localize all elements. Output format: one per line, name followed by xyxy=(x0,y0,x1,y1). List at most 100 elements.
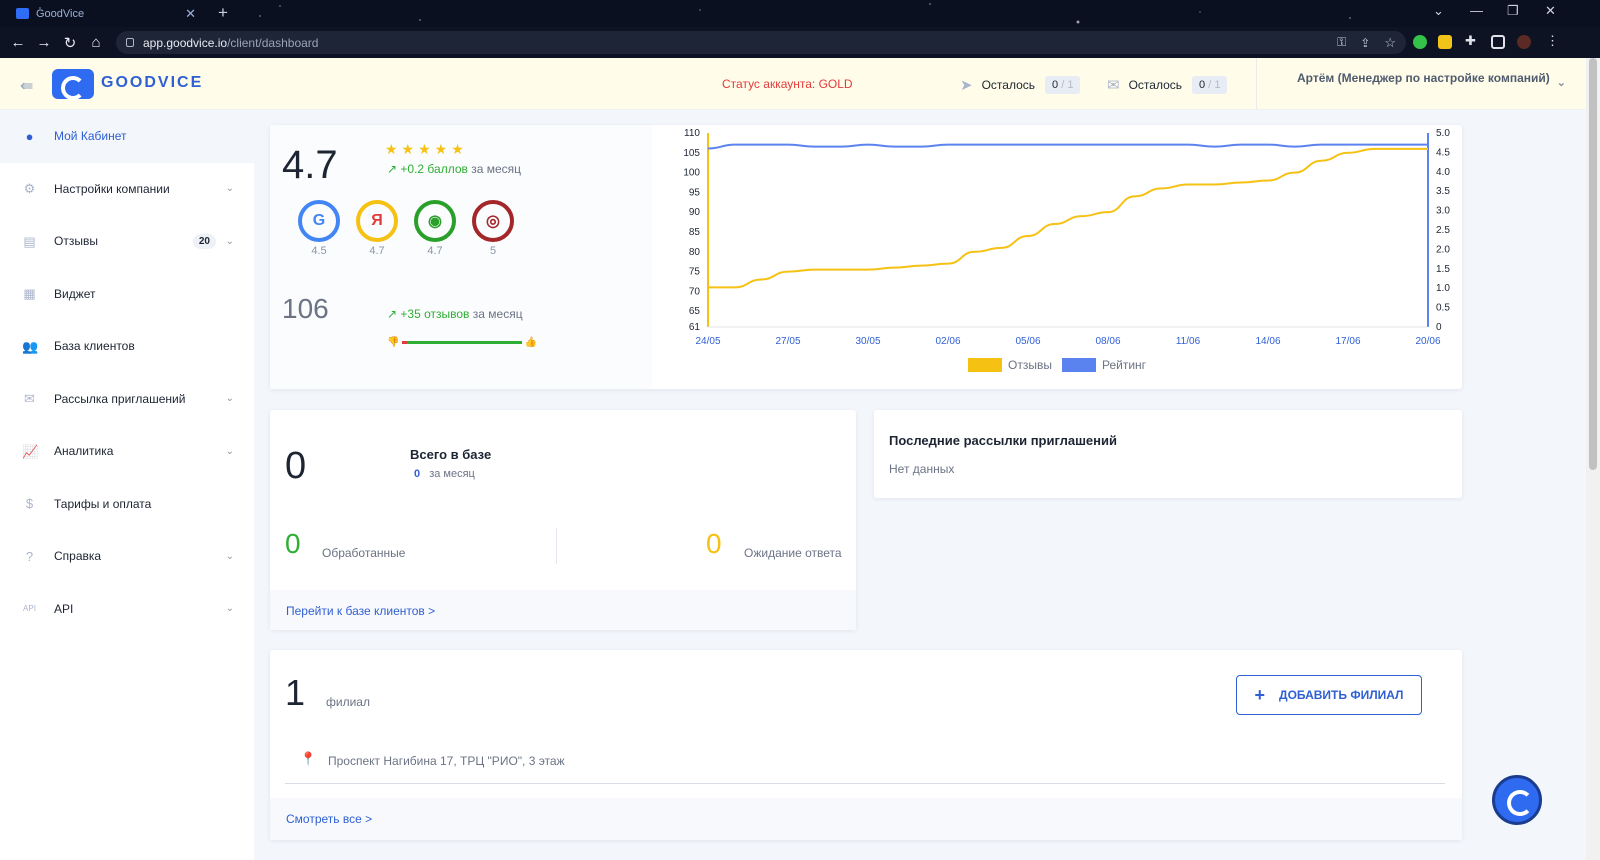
2gis-rating-icon[interactable]: ◉ xyxy=(414,200,456,242)
sidebar-item-label: Тарифы и оплата xyxy=(54,496,152,511)
page-scrollbar[interactable] xyxy=(1586,58,1600,860)
sidebar-item-clients[interactable]: 👥 База клиентов xyxy=(0,320,254,373)
email-quota-label: Осталось xyxy=(1128,78,1183,92)
waiting-value: 0 xyxy=(706,528,722,559)
y-left-tick-label: 80 xyxy=(689,247,701,258)
sms-quota-used: 0 xyxy=(1052,79,1059,91)
tab-search-icon[interactable]: ⌄ xyxy=(1433,3,1444,18)
user-circle-icon: ● xyxy=(25,128,34,144)
window-close-icon[interactable]: ✕ xyxy=(1545,3,1556,18)
support-chat-button[interactable] xyxy=(1492,775,1542,825)
key-icon[interactable]: ⚿ xyxy=(1337,35,1347,49)
target-rating-value: 5 xyxy=(489,245,497,257)
url-path: /client/dashboard xyxy=(227,35,319,50)
sidebar-item-label: Настройки компании xyxy=(54,181,170,196)
x-tick-label: 30/05 xyxy=(855,336,880,347)
go-to-clients-link[interactable]: Перейти к базе клиентов > xyxy=(286,604,436,618)
rating-delta-suffix: за месяц xyxy=(471,162,522,176)
clients-month-label: за месяц xyxy=(429,468,475,480)
clients-footer: Перейти к базе клиентов > xyxy=(270,590,856,630)
mailings-title: Последние рассылки приглашений xyxy=(889,433,1117,448)
yandex-rating-icon[interactable]: Я xyxy=(356,200,398,242)
reload-icon[interactable]: ↻ xyxy=(63,34,77,52)
sidebar-item-reviews[interactable]: ▤ Отзывы 20 ⌄ xyxy=(0,215,254,268)
sidebar-item-api[interactable]: API API ⌄ xyxy=(0,583,254,636)
home-icon[interactable]: ⌂ xyxy=(91,34,101,51)
target-rating-icon[interactable]: ◎ xyxy=(472,200,514,242)
close-tab-icon[interactable]: ✕ xyxy=(185,5,196,21)
profile-avatar-icon[interactable] xyxy=(1517,35,1531,49)
y-left-tick-label: 61 xyxy=(689,322,701,333)
sidebar-item-analytics[interactable]: 📈 Аналитика ⌄ xyxy=(0,425,254,478)
clients-total-label: Всего в базе xyxy=(410,447,492,462)
sidebar-item-company-settings[interactable]: ⚙ Настройки компании ⌄ xyxy=(0,163,254,216)
forward-icon[interactable]: → xyxy=(36,34,52,51)
reviews-delta-value: +35 отзывов xyxy=(400,307,470,321)
y-right-tick-label: 2.5 xyxy=(1436,225,1450,236)
reviews-count-badge: 20 xyxy=(192,233,216,249)
rating-delta: ↗ +0.2 баллов за месяц xyxy=(387,162,521,176)
sentiment-track xyxy=(402,340,522,344)
address-bar[interactable]: app.goodvice.io /client/dashboard ⚿ ⇪ ☆ xyxy=(116,31,1406,54)
share-icon[interactable]: ⇪ xyxy=(1360,35,1371,50)
sidebar-item-label: База клиентов xyxy=(54,339,135,354)
sidebar-item-widget[interactable]: ▦ Виджет xyxy=(0,268,254,321)
sidebar-item-mailings[interactable]: ✉ Рассылка приглашений ⌄ xyxy=(0,373,254,426)
sidebar: ● Мой Кабинет ⚙ Настройки компании ⌄ ▤ О… xyxy=(0,110,254,860)
extension-note-icon[interactable] xyxy=(1438,35,1452,49)
scrollbar-thumb[interactable] xyxy=(1589,58,1597,470)
back-icon[interactable]: ← xyxy=(10,34,26,51)
brand-name[interactable]: GOODVICE xyxy=(101,74,204,91)
chevron-down-icon: ⌄ xyxy=(1556,77,1566,89)
branches-footer: Смотреть все > xyxy=(270,798,1462,840)
bookmark-star-icon[interactable]: ☆ xyxy=(1384,34,1396,50)
user-name: Артём (Менеджер по настройке компаний) xyxy=(1297,71,1550,85)
minimize-icon[interactable]: — xyxy=(1470,3,1483,18)
y-left-tick-label: 110 xyxy=(684,128,700,139)
chevron-down-icon: ⌄ xyxy=(225,235,234,247)
mailings-empty: Нет данных xyxy=(889,462,955,476)
restore-icon[interactable]: ❐ xyxy=(1507,3,1519,18)
y-left-tick-label: 75 xyxy=(689,267,701,278)
side-panel-icon[interactable] xyxy=(1491,35,1505,49)
url-host: app.goodvice.io xyxy=(143,35,228,50)
clients-total: 0 xyxy=(285,445,307,487)
sidebar-item-billing[interactable]: $ Тарифы и оплата xyxy=(0,478,254,531)
series-line-rating xyxy=(707,143,1428,150)
rating-value: 4.7 xyxy=(282,143,338,187)
trend-up-icon: ↗ xyxy=(387,307,398,321)
y-right-tick-label: 4.5 xyxy=(1436,147,1450,158)
user-menu[interactable]: Артём (Менеджер по настройке компаний) ⌄ xyxy=(1256,58,1586,110)
sms-quota-box: 0 / 1 xyxy=(1045,76,1081,94)
browser-tabstrip: GoodVice ✕ + ⌄ — ❐ ✕ xyxy=(0,0,1600,27)
extensions-puzzle-icon[interactable]: ✚ xyxy=(1465,33,1476,48)
collapse-menu-icon[interactable]: ⇚ xyxy=(20,78,34,95)
y-right-tick-label: 5.0 xyxy=(1436,128,1450,139)
extension-green-icon[interactable] xyxy=(1413,35,1427,49)
y-right-tick-label: 1.0 xyxy=(1436,283,1450,294)
top-header: ⇚ GOODVICE Статус аккаунта: GOLD ➤ Остал… xyxy=(0,58,1586,110)
google-rating-value: 4.5 xyxy=(311,245,327,257)
rating-delta-value: +0.2 баллов xyxy=(400,162,468,176)
envelope-icon: ✉ xyxy=(1107,77,1120,94)
y-left-tick-label: 65 xyxy=(689,306,701,317)
add-branch-button[interactable]: + ДОБАВИТЬ ФИЛИАЛ xyxy=(1236,675,1422,715)
branch-address[interactable]: Проспект Нагибина 17, ТРЦ "РИО", 3 этаж xyxy=(328,754,565,768)
new-tab-button[interactable]: + xyxy=(218,3,228,22)
browser-menu-icon[interactable]: ⋮ xyxy=(1546,33,1559,48)
browser-tab[interactable]: GoodVice ✕ xyxy=(8,0,204,27)
sms-quota-total: / 1 xyxy=(1061,79,1074,91)
sidebar-item-cabinet[interactable]: ● Мой Кабинет xyxy=(0,110,254,163)
chart-icon: 📈 xyxy=(22,443,39,459)
goodvice-logo-icon[interactable] xyxy=(52,69,94,100)
legend-swatch xyxy=(968,358,1002,372)
sidebar-item-help[interactable]: ? Справка ⌄ xyxy=(0,530,254,583)
legend-swatch xyxy=(1062,358,1096,372)
sidebar-item-label: Справка xyxy=(54,549,102,564)
legend-label: Отзывы xyxy=(1008,358,1052,372)
view-all-branches-link[interactable]: Смотреть все > xyxy=(286,812,373,826)
google-rating-icon[interactable]: G xyxy=(298,200,340,242)
x-tick-label: 17/06 xyxy=(1335,336,1360,347)
processed-value: 0 xyxy=(285,528,301,559)
sidebar-item-label: Рассылка приглашений xyxy=(54,391,186,406)
